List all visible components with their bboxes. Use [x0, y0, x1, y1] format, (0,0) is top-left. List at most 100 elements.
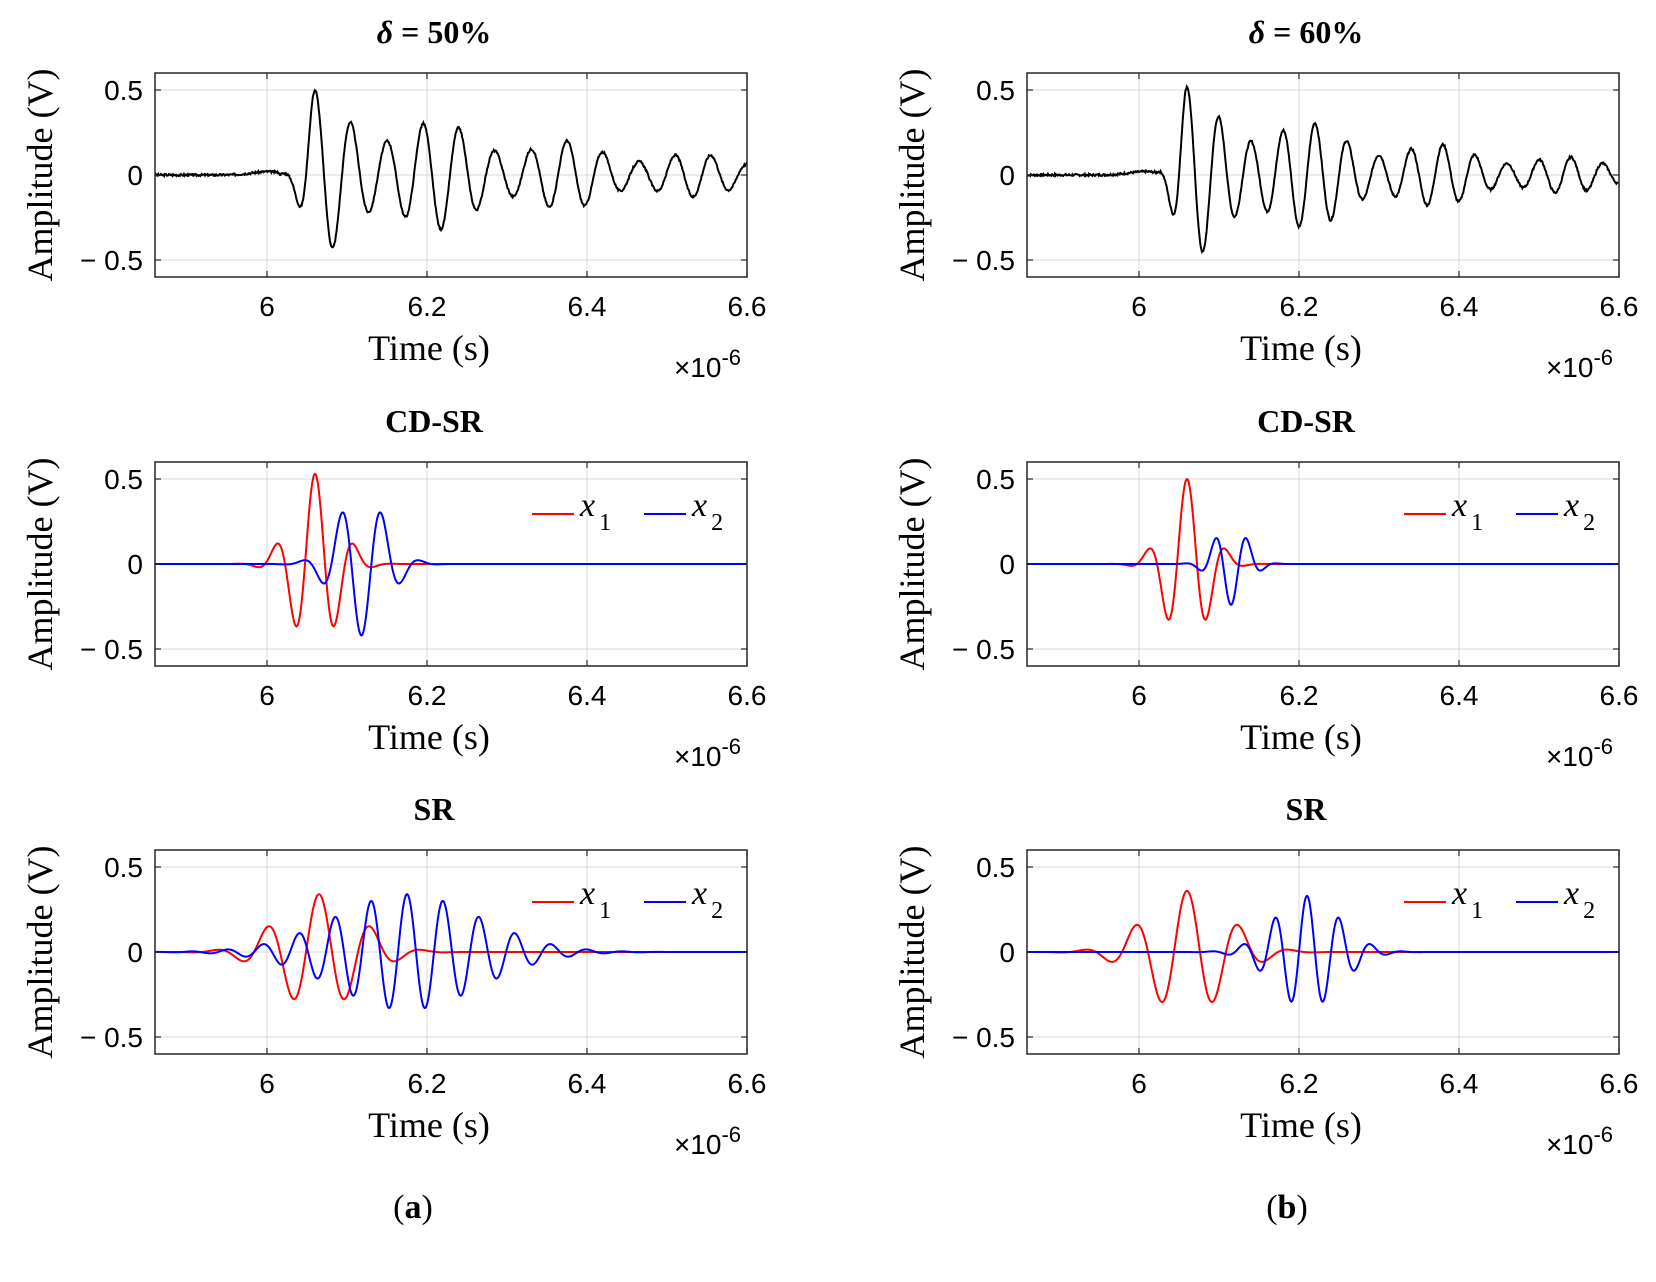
x-tick-label: 6.2: [1280, 680, 1319, 711]
series-line-signal: [155, 88, 747, 249]
caption-label: b: [1278, 1189, 1297, 1226]
chart-title: δ = 50%: [377, 14, 492, 50]
x-tick-label: 6.2: [1280, 291, 1319, 322]
x-tick-label: 6.2: [408, 1068, 447, 1099]
y-tick-label: − 0.5: [80, 634, 143, 665]
x-exponent-power: -6: [721, 734, 741, 759]
legend-subscript: 1: [599, 898, 611, 924]
x-tick-label: 6.2: [408, 291, 447, 322]
legend-symbol: x: [579, 487, 595, 524]
x-tick-label: 6.6: [728, 1068, 767, 1099]
x-exponent-base: ×10: [674, 741, 722, 772]
y-axis-label: Amplitude (V): [892, 69, 932, 282]
series-line-x2: [1027, 894, 1619, 1003]
caption-label: a: [405, 1189, 422, 1226]
x-tick-label: 6.6: [1600, 1068, 1639, 1099]
x-exponent-power: -6: [1593, 1122, 1613, 1147]
y-tick-label: 0.5: [104, 464, 143, 495]
chart-b-3: 6 6.2 6.4 6.6 0.5 0 − 0.5 Time (s) Amplitude (V)…: [892, 791, 1638, 1160]
chart-a-3: 6 6.2 6.4 6.6 0.5 0 − 0.5 Time (s) Amplitude (V)…: [20, 791, 766, 1160]
x-exponent: ×10-6: [1546, 1122, 1613, 1160]
y-axis-label: Amplitude (V): [892, 458, 932, 671]
legend-subscript: 1: [1471, 898, 1483, 924]
x-exponent: ×10-6: [674, 734, 741, 772]
x-tick-label: 6: [1131, 1068, 1147, 1099]
x-exponent: ×10-6: [1546, 345, 1613, 383]
x-tick-label: 6.4: [1440, 1068, 1479, 1099]
chart-b-2: 6 6.2 6.4 6.6 0.5 0 − 0.5 Time (s) Amplitude (V)…: [892, 403, 1638, 772]
y-axis-label: Amplitude (V): [20, 69, 60, 282]
caption-open: (: [393, 1189, 404, 1226]
x-tick-label: 6.2: [408, 680, 447, 711]
x-axis-label: Time (s): [368, 717, 490, 757]
series-line-signal: [1027, 84, 1619, 254]
caption-close: ): [1296, 1189, 1307, 1226]
y-tick-label: − 0.5: [80, 245, 143, 276]
series-line-x2: [1027, 537, 1619, 606]
x-exponent: ×10-6: [1546, 734, 1613, 772]
y-tick-label: 0: [999, 937, 1015, 968]
x-tick-label: 6.6: [1600, 680, 1639, 711]
x-tick-label: 6.4: [568, 680, 607, 711]
y-tick-label: 0.5: [104, 75, 143, 106]
x-exponent-power: -6: [721, 345, 741, 370]
legend-subscript: 1: [1471, 510, 1483, 536]
chart-a-2: 6 6.2 6.4 6.6 0.5 0 − 0.5 Time (s) Amplitude (V)…: [20, 403, 766, 772]
x-exponent: ×10-6: [674, 1122, 741, 1160]
x-axis-label: Time (s): [1240, 328, 1362, 368]
x-tick-label: 6.4: [1440, 680, 1479, 711]
legend-symbol: x: [579, 875, 595, 912]
panel-caption: (b): [1266, 1189, 1308, 1226]
x-exponent-base: ×10: [1546, 352, 1594, 383]
chart-b-1: 6 6.2 6.4 6.6 0.5 0 − 0.5 Time (s) Amplitude (V)…: [892, 14, 1638, 383]
chart-title: CD-SR: [1257, 403, 1356, 439]
y-tick-label: − 0.5: [952, 245, 1015, 276]
x-tick-label: 6.6: [728, 680, 767, 711]
x-axis-label: Time (s): [1240, 717, 1362, 757]
y-tick-label: 0.5: [976, 852, 1015, 883]
title-symbol: δ: [1249, 14, 1265, 50]
legend-subscript: 2: [1583, 510, 1595, 536]
y-tick-label: 0.5: [976, 75, 1015, 106]
legend-subscript: 2: [711, 898, 723, 924]
x-tick-label: 6.6: [728, 291, 767, 322]
legend-symbol: x: [691, 487, 707, 524]
x-exponent: ×10-6: [674, 345, 741, 383]
x-tick-label: 6: [259, 680, 275, 711]
y-axis-label: Amplitude (V): [892, 846, 932, 1059]
x-exponent-power: -6: [721, 1122, 741, 1147]
y-tick-label: 0: [127, 160, 143, 191]
x-tick-label: 6.2: [1280, 1068, 1319, 1099]
y-tick-label: − 0.5: [80, 1022, 143, 1053]
legend-symbol: x: [1563, 487, 1579, 524]
legend-subscript: 2: [711, 510, 723, 536]
x-axis-label: Time (s): [368, 328, 490, 368]
x-tick-label: 6: [259, 291, 275, 322]
y-axis-label: Amplitude (V): [20, 846, 60, 1059]
title-symbol: δ: [377, 14, 393, 50]
x-tick-label: 6.4: [1440, 291, 1479, 322]
x-tick-label: 6: [259, 1068, 275, 1099]
y-tick-label: 0.5: [104, 852, 143, 883]
caption-open: (: [1266, 1189, 1277, 1226]
x-tick-label: 6.4: [568, 291, 607, 322]
x-tick-label: 6.4: [568, 1068, 607, 1099]
y-tick-label: 0: [127, 937, 143, 968]
series-line-x2: [155, 893, 747, 1010]
legend-symbol: x: [1451, 875, 1467, 912]
chart-title: δ = 60%: [1249, 14, 1364, 50]
y-tick-label: 0.5: [976, 464, 1015, 495]
y-tick-label: 0: [127, 549, 143, 580]
legend-subscript: 1: [599, 510, 611, 536]
